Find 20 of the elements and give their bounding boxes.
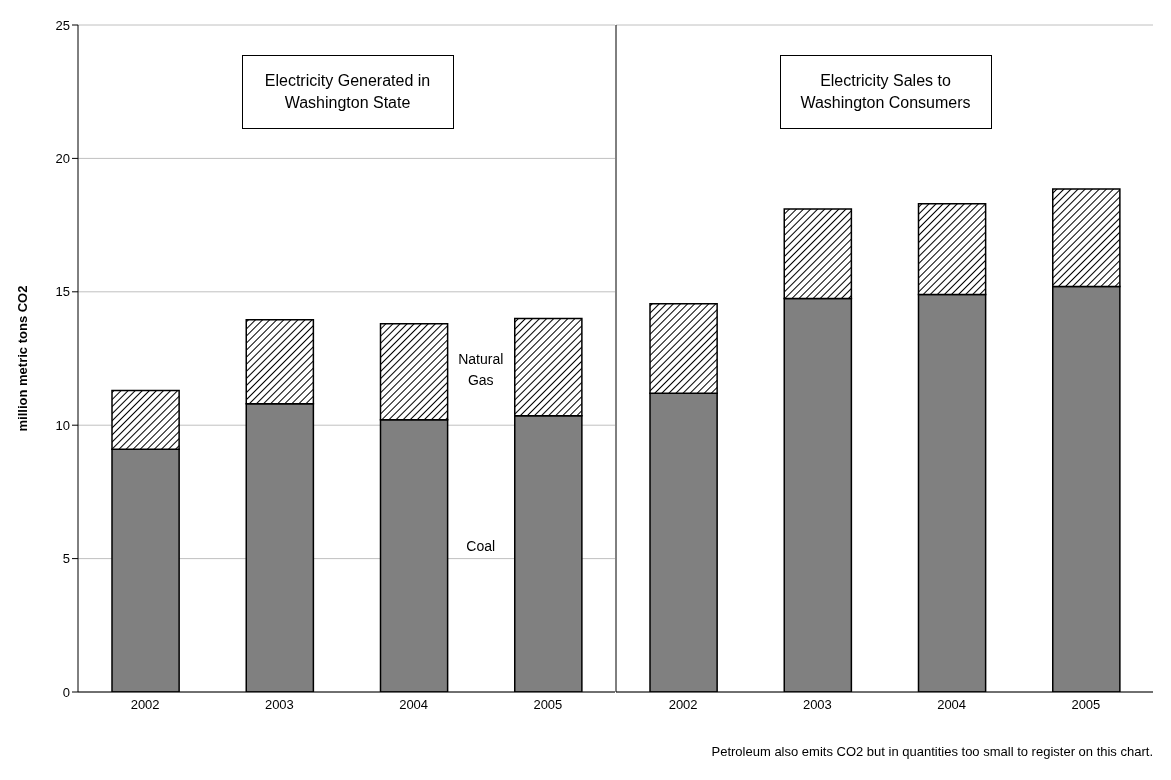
series-label: Coal bbox=[465, 536, 497, 556]
text: Petroleum also emits CO2 but in quantities too small to register on this chart. bbox=[711, 744, 1153, 759]
annotation: Electricity Generated in Washington State bbox=[241, 55, 454, 129]
y-axis-title: million metric tons CO2 bbox=[14, 285, 30, 432]
x-tick-label: 2004 bbox=[399, 697, 429, 713]
x-tick-label: 2004 bbox=[937, 697, 967, 713]
y-tick-label: 20 bbox=[55, 151, 70, 167]
x-tick-label: 2002 bbox=[130, 697, 160, 713]
x-tick-label: 2005 bbox=[533, 697, 563, 713]
y-tick-label: 5 bbox=[62, 551, 70, 567]
y-tick-label: 25 bbox=[55, 17, 70, 33]
x-tick-label: 2003 bbox=[264, 697, 294, 713]
x-tick-label: 2003 bbox=[802, 697, 832, 713]
x-tick-label: 2002 bbox=[668, 697, 698, 713]
y-tick-label: 10 bbox=[55, 417, 70, 433]
y-tick-label: 0 bbox=[62, 684, 70, 700]
x-tick-label: 2005 bbox=[1071, 697, 1101, 713]
series-label: Natural Gas bbox=[457, 350, 505, 391]
y-tick-label: 15 bbox=[55, 284, 70, 300]
annotation: Electricity Sales to Washington Consumers bbox=[779, 55, 992, 129]
